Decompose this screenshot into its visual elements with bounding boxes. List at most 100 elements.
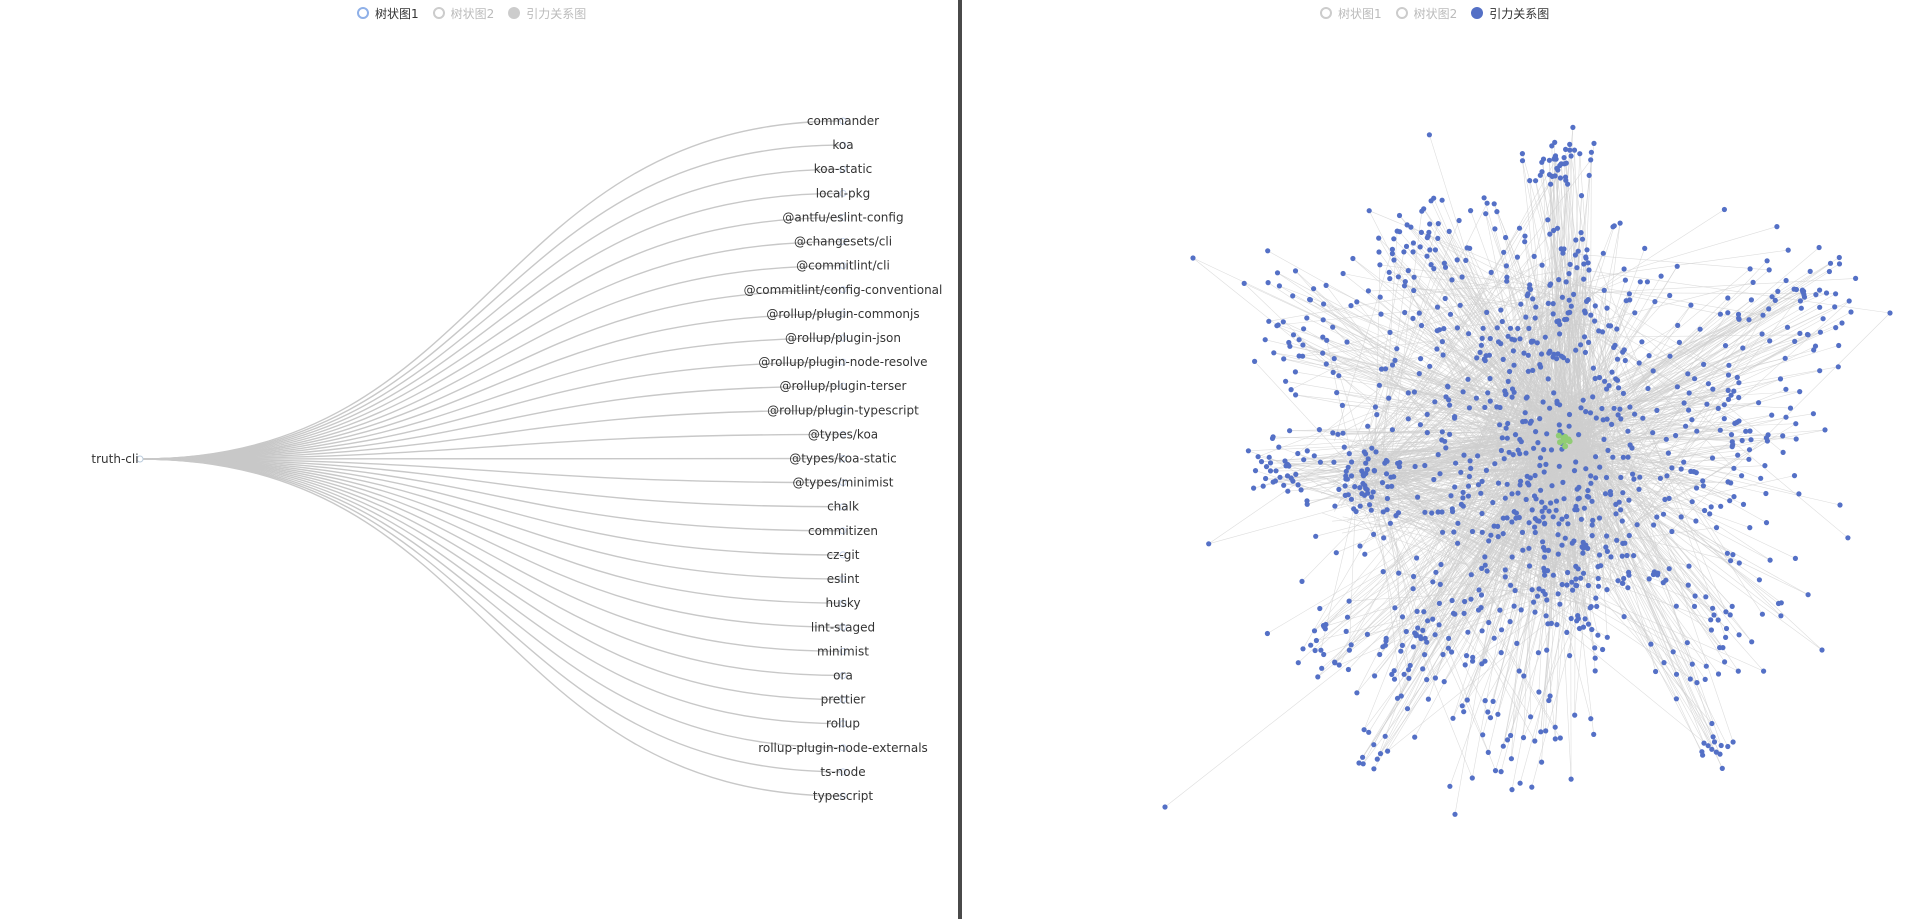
graph-node[interactable] <box>1578 193 1585 199</box>
graph-node[interactable] <box>1740 501 1747 507</box>
graph-node[interactable] <box>1432 247 1438 253</box>
graph-node[interactable] <box>1263 475 1269 482</box>
graph-node[interactable] <box>1424 411 1430 417</box>
tree-leaf-label[interactable]: rollup <box>826 717 860 731</box>
graph-node[interactable] <box>1495 523 1501 530</box>
graph-node[interactable] <box>1420 666 1426 672</box>
graph-node[interactable] <box>1584 247 1590 253</box>
graph-node[interactable] <box>1660 511 1667 517</box>
graph-node[interactable] <box>1596 515 1603 521</box>
graph-node[interactable] <box>1805 592 1811 598</box>
graph-node[interactable] <box>1721 206 1727 213</box>
graph-node[interactable] <box>1580 539 1586 546</box>
graph-node[interactable] <box>1704 401 1710 407</box>
graph-node[interactable] <box>1591 731 1597 738</box>
graph-node[interactable] <box>1681 459 1687 465</box>
graph-node[interactable] <box>1568 153 1574 159</box>
graph-node[interactable] <box>1688 302 1694 308</box>
graph-node[interactable] <box>1308 642 1314 648</box>
graph-node[interactable] <box>1522 410 1528 416</box>
graph-node[interactable] <box>1371 766 1377 772</box>
graph-node[interactable] <box>1374 412 1380 418</box>
graph-node[interactable] <box>1760 312 1766 318</box>
graph-node[interactable] <box>1585 545 1591 552</box>
graph-node[interactable] <box>1348 642 1354 648</box>
tree-leaf-node[interactable] <box>839 117 847 125</box>
graph-node[interactable] <box>1357 503 1363 509</box>
graph-node[interactable] <box>1280 319 1286 325</box>
graph-node[interactable] <box>1494 325 1500 331</box>
graph-node[interactable] <box>1262 337 1268 343</box>
graph-node[interactable] <box>1424 639 1430 645</box>
graph-node[interactable] <box>1553 498 1560 504</box>
graph-node[interactable] <box>1483 353 1489 359</box>
graph-node[interactable] <box>1574 265 1580 271</box>
graph-node[interactable] <box>1525 368 1531 374</box>
graph-node[interactable] <box>1556 422 1562 428</box>
graph-node[interactable] <box>1544 597 1550 603</box>
graph-node[interactable] <box>1315 674 1321 680</box>
graph-node[interactable] <box>1373 449 1379 455</box>
graph-node[interactable] <box>1673 696 1679 702</box>
tree-leaf-label[interactable]: @rollup/plugin-node-resolve <box>758 355 927 369</box>
graph-node[interactable] <box>1440 352 1446 358</box>
graph-node[interactable] <box>1474 355 1480 361</box>
graph-node[interactable] <box>1593 475 1599 481</box>
graph-node[interactable] <box>1514 640 1520 647</box>
graph-node[interactable] <box>1529 587 1535 593</box>
graph-node[interactable] <box>1848 309 1854 315</box>
graph-node[interactable] <box>1320 334 1326 340</box>
graph-node[interactable] <box>1497 422 1503 428</box>
graph-node[interactable] <box>1365 288 1371 294</box>
graph-node[interactable] <box>1427 221 1433 227</box>
graph-node[interactable] <box>1405 268 1411 274</box>
graph-node[interactable] <box>1398 648 1404 654</box>
graph-node[interactable] <box>1410 249 1416 255</box>
graph-node[interactable] <box>1424 430 1430 436</box>
graph-node[interactable] <box>1499 435 1505 441</box>
tree-leaf-label[interactable]: chalk <box>827 500 859 514</box>
graph-node[interactable] <box>1586 267 1592 273</box>
graph-node[interactable] <box>1455 520 1461 526</box>
graph-node[interactable] <box>1550 311 1556 317</box>
graph-node[interactable] <box>1619 553 1625 559</box>
graph-node[interactable] <box>1608 323 1614 329</box>
graph-node[interactable] <box>1833 291 1839 297</box>
graph-node[interactable] <box>1797 389 1803 395</box>
graph-node[interactable] <box>1702 676 1708 683</box>
graph-node[interactable] <box>1826 268 1832 275</box>
graph-node[interactable] <box>1509 787 1515 793</box>
graph-node[interactable] <box>1618 507 1624 513</box>
graph-node[interactable] <box>1442 295 1448 302</box>
graph-node[interactable] <box>1632 310 1638 316</box>
tree-leaf-label[interactable]: ora <box>833 668 853 682</box>
graph-node[interactable] <box>1605 447 1611 453</box>
graph-node[interactable] <box>1500 743 1506 749</box>
graph-node[interactable] <box>1285 488 1291 494</box>
graph-node[interactable] <box>1837 502 1843 508</box>
graph-node[interactable] <box>1499 318 1505 325</box>
graph-node[interactable] <box>1477 349 1483 355</box>
graph-node[interactable] <box>1571 468 1578 474</box>
graph-node[interactable] <box>1533 304 1539 310</box>
graph-node[interactable] <box>1377 262 1383 268</box>
graph-node[interactable] <box>1401 283 1408 289</box>
graph-node[interactable] <box>1832 304 1838 310</box>
graph-node[interactable] <box>1543 461 1549 467</box>
graph-node[interactable] <box>1263 464 1270 470</box>
graph-node[interactable] <box>1524 473 1530 479</box>
graph-node[interactable] <box>1541 447 1547 453</box>
graph-node[interactable] <box>1505 333 1511 339</box>
graph-node[interactable] <box>1634 522 1640 528</box>
graph-node[interactable] <box>1708 627 1714 633</box>
graph-node[interactable] <box>1563 279 1569 285</box>
graph-node[interactable] <box>1532 315 1538 321</box>
graph-node[interactable] <box>1590 517 1596 524</box>
graph-node[interactable] <box>1446 228 1452 234</box>
graph-node[interactable] <box>1631 476 1637 482</box>
graph-node[interactable] <box>1727 498 1733 504</box>
graph-node[interactable] <box>1392 605 1398 611</box>
graph-node[interactable] <box>1528 714 1534 720</box>
graph-node[interactable] <box>1817 304 1823 310</box>
graph-node[interactable] <box>1572 252 1578 258</box>
